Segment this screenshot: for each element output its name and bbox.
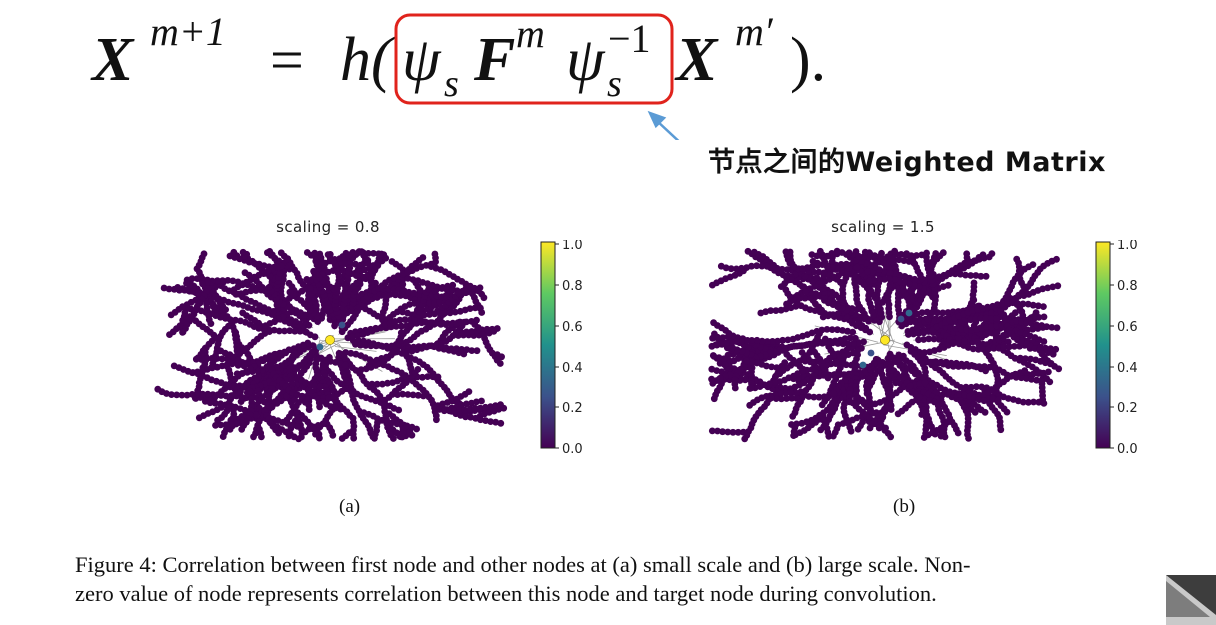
eq-lhs-sup: m+1 <box>150 9 226 54</box>
annotation-arrow <box>647 110 680 140</box>
colorbar-a: 1.0 0.8 0.6 0.4 0.2 0.0 <box>540 240 583 455</box>
cbar-a-tick: 0.6 <box>562 320 583 335</box>
subfigure-label-a: (a) <box>339 496 361 517</box>
equation: X m+1 = h( ψ s F m ψ −1 s X m′ ). <box>90 9 826 140</box>
plot-title-a: scaling = 0.8 <box>276 218 380 236</box>
eq-close: ). <box>790 26 826 94</box>
cbar-a-tick: 0.0 <box>562 442 583 455</box>
eq-func: h( <box>340 26 395 94</box>
cbar-a-tick: 0.8 <box>562 279 583 294</box>
caption-line-2: zero value of node represents correlatio… <box>75 581 937 606</box>
eq-psi-2: ψ <box>566 26 606 94</box>
graph-panel-a <box>154 248 508 443</box>
colorbar-b: 1.0 0.8 0.6 0.4 0.2 0.0 <box>1095 240 1138 455</box>
cbar-b-tick: 0.4 <box>1117 361 1138 376</box>
eq-equals: = <box>270 27 304 93</box>
corner-overlay <box>1166 575 1216 625</box>
plot-title-b: scaling = 1.5 <box>831 218 935 236</box>
annotation-text: 节点之间的Weighted Matrix <box>708 147 1106 178</box>
highlight-box <box>394 13 674 105</box>
eq-psi-1: ψ <box>402 26 442 94</box>
target-node <box>325 335 335 345</box>
eq-psi-2-sub: s <box>607 63 622 105</box>
eq-lhs-base: X <box>90 26 135 94</box>
eq-f-sup: m <box>516 11 545 56</box>
target-node <box>880 335 890 345</box>
eq-psi-1-sub: s <box>444 63 459 105</box>
figure-caption: Figure 4: Correlation between first node… <box>75 550 1183 608</box>
eq-x-sup: m′ <box>735 9 774 54</box>
eq-f-base: F <box>473 26 515 94</box>
cbar-b-tick: 0.8 <box>1117 279 1138 294</box>
cbar-a-tick: 0.4 <box>562 361 583 376</box>
eq-psi-2-sup: −1 <box>608 16 651 61</box>
cbar-b-tick: 0.6 <box>1117 320 1138 335</box>
cbar-b-tick: 1.0 <box>1117 240 1138 253</box>
eq-x-base: X <box>674 26 719 94</box>
graph-panel-b <box>708 247 1063 443</box>
cbar-b-tick: 0.2 <box>1117 401 1138 416</box>
cbar-b-tick: 0.0 <box>1117 442 1138 455</box>
caption-line-1: Figure 4: Correlation between first node… <box>75 552 971 577</box>
cbar-a-tick: 0.2 <box>562 401 583 416</box>
subfigure-label-b: (b) <box>893 496 916 517</box>
cbar-a-tick: 1.0 <box>562 240 583 253</box>
